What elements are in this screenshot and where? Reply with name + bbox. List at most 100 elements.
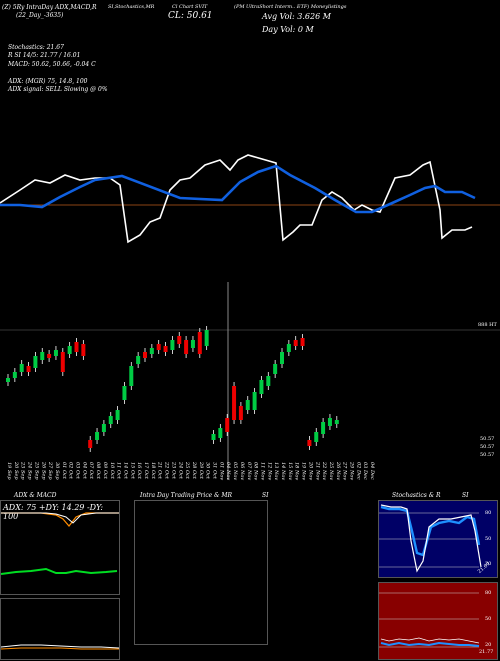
date-label: 30 Sep [54, 462, 60, 480]
day-volume: Day Vol: 0 M [262, 25, 314, 34]
rsi-level-50: 50 [485, 616, 492, 622]
date-label: 22 Oct [164, 461, 170, 480]
rsi-value: 21.77 [479, 649, 494, 655]
rsi-level-80: 80 [485, 590, 492, 596]
candle-body [321, 422, 326, 434]
candle-body [280, 352, 284, 364]
date-label: 07 Oct [88, 462, 94, 480]
macd-readout: MACD: 50.62, 50.66, -0.04 C [8, 61, 96, 68]
candle-body [266, 376, 271, 386]
candle-body [314, 432, 319, 442]
date-label: 11 Oct [116, 462, 122, 480]
candle-body [108, 416, 113, 424]
candle-body [81, 344, 86, 356]
candle-body [136, 356, 141, 364]
date-label: 23 Sep [20, 461, 26, 480]
candle-body [143, 352, 147, 358]
candle-body [197, 332, 202, 354]
date-label: 26 Sep [40, 461, 46, 480]
candle-body [327, 418, 332, 426]
date-label: 20 Sep [13, 461, 19, 480]
header-right-title: (PM UltraShort Interm.. ETF) Moneylistin… [234, 4, 347, 10]
date-label: 21 Oct [157, 461, 163, 480]
stoch-level-80: 80 [485, 510, 492, 516]
date-label: 04 Nov [225, 462, 231, 480]
date-label: 02 Dec [355, 462, 361, 480]
stochastics-panel: 80 50 20 21.67 [378, 500, 498, 578]
date-label: 26 Nov [335, 461, 341, 480]
candle-body [245, 400, 250, 410]
candle-body [204, 330, 209, 346]
date-label: 19 Nov [301, 462, 307, 480]
date-label: 04 Oct [81, 462, 87, 480]
candle-body [218, 428, 223, 438]
macd-panel [0, 598, 120, 660]
intraday-si-label: SI [262, 492, 269, 499]
date-label: 16 Oct [136, 462, 142, 480]
candle-body [26, 366, 31, 372]
candle-body [95, 432, 100, 440]
candle-body [286, 344, 291, 352]
date-label: 29 Oct [198, 461, 204, 480]
candle-body [74, 342, 79, 352]
adx-panel: ADX: 75 +DY: 14.29 -DY: 100 [0, 500, 120, 595]
intraday-title: Intra Day Trading Price & MR [140, 492, 233, 499]
candle-body [238, 406, 243, 420]
date-label: 27 Sep [47, 461, 53, 480]
date-label: 06 Nov [239, 462, 245, 480]
date-label: 09 Oct [102, 462, 108, 480]
date-label: 07 Nov [246, 462, 252, 480]
date-label: 23 Oct [170, 461, 176, 480]
candle-body [149, 348, 154, 354]
candle-body [300, 338, 305, 346]
candle-body [334, 420, 339, 424]
candle-body [225, 418, 230, 432]
date-label: 15 Oct [129, 462, 135, 480]
candle-body [163, 346, 168, 352]
candle-body [184, 340, 189, 354]
date-label: 08 Nov [253, 462, 259, 480]
candle-body [122, 386, 127, 400]
adx-signal-readout: ADX signal: SELL Slowing @ 0% [8, 86, 108, 93]
candle-body [129, 366, 134, 386]
rsi-panel: 80 50 20 21.77 [378, 582, 498, 660]
candle-body [232, 386, 237, 420]
date-label: 01 Nov [218, 462, 224, 480]
date-label: 19 Sep [6, 462, 12, 480]
date-label: 29 Nov [349, 461, 355, 480]
stoch-level-20: 20 [485, 561, 492, 567]
adx-readout: ADX: (MGR) 75, 14.8, 100 [8, 78, 88, 85]
candle-body [40, 352, 45, 360]
date-label: 25 Nov [328, 461, 334, 480]
rsi-level-20: 20 [485, 642, 492, 648]
macd-signal-line [0, 164, 476, 214]
header-left-sub: (22_Day_-3635) [16, 12, 64, 19]
candle-body [252, 392, 257, 410]
date-label: 01 Oct [61, 462, 67, 480]
date-label: 14 Oct [122, 462, 128, 480]
date-label: 05 Nov [232, 462, 238, 480]
date-label: 30 Oct [205, 462, 211, 480]
candle-body [67, 346, 72, 354]
rsi-readout: R SI 14/5: 21.77 / 16.01 [8, 52, 81, 59]
candle-body [6, 378, 10, 382]
candle-body [156, 344, 161, 350]
candle-body [293, 340, 298, 346]
price-chart-tag: 888 HT [478, 322, 497, 328]
date-label: 08 Oct [95, 462, 101, 480]
date-label: 22 Nov [321, 461, 327, 480]
candle-body [60, 352, 65, 372]
candle-body [33, 356, 38, 368]
date-label: 14 Nov [280, 462, 286, 480]
date-label: 25 Sep [33, 461, 39, 480]
stoch-rsi-title: Stochastics & R [392, 492, 441, 499]
date-label: 13 Nov [273, 462, 279, 480]
intraday-panel [134, 500, 268, 645]
date-label: 15 Nov [287, 462, 293, 480]
date-label: 03 Dec [362, 462, 368, 480]
main-chart: 19 Sep 20 Sep 23 Sep 24 Sep 25 Sep 26 Sep 27 S… [0, 154, 500, 480]
candle-body [177, 336, 182, 344]
date-label: 27 Nov [342, 461, 348, 480]
close-value: CL: 50.61 [168, 11, 213, 21]
candle-body [19, 364, 24, 372]
